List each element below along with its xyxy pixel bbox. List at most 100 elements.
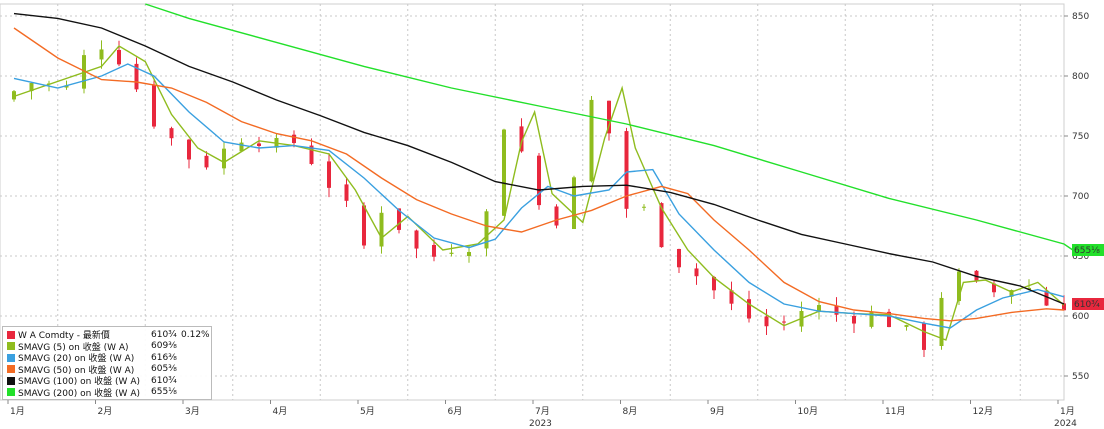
candle-body [292,134,296,144]
legend-series-name: SMAVG (50) on 收盤 (W A) [18,365,135,376]
candle-body [624,131,629,209]
candle-body [134,63,139,90]
candle-body [257,143,261,146]
candle-body [519,126,524,152]
candle-body [152,84,156,127]
x-tick-label: 7月 [535,406,550,417]
legend-series-name: W A Comdty - 最新價 [18,331,110,342]
candle-body [432,244,436,257]
legend-series-name: SMAVG (100) on 收盤 (W A) [18,377,140,388]
candle-body [922,323,926,350]
legend-entry: SMAVG (200) on 收盤 (W A) 655⅛ [7,387,207,399]
candlesticks [12,40,1066,358]
value-tag-label: 610¾ [1074,300,1100,310]
candle-body [502,129,506,216]
candle-body [572,177,576,230]
candle-body [327,161,331,188]
legend-series-change: 0.12% [181,329,210,340]
x-tick-label: 6月 [448,406,463,417]
x-tick-label: 1月 [10,406,25,417]
legend-series-value: 616⅜ [151,352,177,363]
right-value-labels: 655⅛ 610¾ [1072,244,1104,310]
candle-body [117,49,121,65]
candle-body [957,271,961,302]
moving-average-lines [13,3,1074,341]
y-axis: 550 600 650 700 750 800 850 [1064,12,1089,382]
x-tick-label: 9月 [710,406,725,417]
y-tick-label: 750 [1072,132,1089,142]
x-tick-label: 1月 [1060,406,1075,417]
candle-body [239,142,244,152]
candle-body [642,206,646,208]
legend-swatch [7,342,15,351]
series-line-3 [13,27,1065,322]
candle-body [309,145,314,164]
candle-body [222,148,226,169]
candle-body [64,85,69,88]
candle-body [554,206,559,226]
candle-body [362,205,366,246]
legend-swatch [7,388,15,397]
plot-border [0,3,1065,401]
legend-series-name: SMAVG (20) on 收盤 (W A) [18,354,135,365]
y-tick-label: 600 [1072,312,1089,322]
value-tag-bg [1072,244,1104,256]
legend-swatch [7,376,15,385]
legend-series-name: SMAVG (5) on 收盤 (W A) [18,342,129,353]
candle-body [992,283,996,293]
candle-body [537,155,541,206]
candle-body [379,212,384,247]
y-tick-label: 700 [1072,192,1089,202]
legend-series-value: 605⅜ [151,364,177,375]
legend-swatch [7,353,15,362]
candle-body [782,321,786,323]
y-tick-label: 800 [1072,72,1089,82]
legend-entry: SMAVG (100) on 收盤 (W A) 610¾ [7,375,207,387]
legend-series-value: 655⅛ [151,387,177,398]
legend-entry: SMAVG (5) on 收盤 (W A) 609⅜ [7,341,207,353]
x-tick-label: 8月 [623,406,638,417]
value-tag-bg [1072,298,1104,310]
x-tick-label: 10月 [798,406,818,417]
candle-body [869,312,874,327]
candle-body [484,211,489,249]
legend-entry: SMAVG (50) on 收盤 (W A) 605⅜ [7,364,207,376]
candle-body [887,311,891,328]
candle-body [1062,303,1066,311]
x-tick-label: 4月 [273,406,288,417]
candle-body [712,276,716,291]
x-year-label: 2024 [1054,419,1077,429]
candle-body [414,230,419,249]
series-line-5 [145,3,1074,251]
legend-series-value: 610¾ [151,375,177,386]
candle-body [607,100,611,134]
y-tick-label: 650 [1072,252,1089,262]
candle-body [677,248,681,268]
candle-body [694,268,699,277]
legend-swatch [7,365,15,374]
value-tag-label: 655⅛ [1074,246,1100,256]
legend-entry: W A Comdty - 最新價 610¾ 0.12% [7,329,210,342]
x-year-label: 2023 [529,419,552,429]
legend-series-name: SMAVG (200) on 收盤 (W A) [18,388,140,399]
candle-body [729,290,734,304]
candle-body [169,128,174,139]
legend-series-value: 609⅜ [151,341,177,352]
candle-body [1027,287,1031,290]
candle-body [187,139,191,160]
candle-body [344,184,349,201]
candle-body [659,203,664,248]
candle-body [589,99,594,182]
series-line-2 [13,63,1065,329]
y-tick-label: 550 [1072,372,1089,382]
legend-swatch [7,330,15,339]
candle-body [852,316,856,324]
candle-body [747,299,751,319]
series-line-4 [13,12,1065,305]
candle-body [817,305,821,313]
x-tick-label: 3月 [185,406,200,417]
candle-body [12,91,16,100]
candle-body [397,208,401,230]
candle-body [99,49,104,60]
